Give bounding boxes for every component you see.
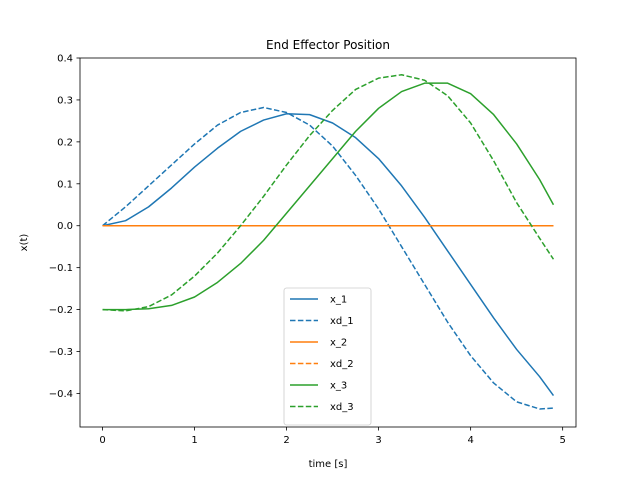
y-tick-label: 0.1 [57,179,73,190]
x-tick-label: 5 [559,435,565,446]
legend-box [283,287,372,426]
legend-label: xd_3 [330,402,354,413]
legend-label: x_3 [330,381,347,392]
y-tick-label: −0.2 [49,305,73,316]
y-tick-label: 0.3 [57,95,73,106]
x-tick-label: 1 [191,435,197,446]
x-axis-label: time [s] [309,459,348,470]
series-line-x-3 [102,82,555,311]
chart-title: End Effector Position [266,38,390,52]
y-tick-label: 0.2 [57,137,73,148]
series-line-xd-3 [102,74,555,312]
series-group [102,74,555,410]
legend-label: xd_1 [330,316,354,327]
y-tick-label: −0.3 [49,347,73,358]
legend: x_1 xd_1 x_2 xd_2 x_3 xd_3 [283,287,372,426]
plot-frame [79,57,577,428]
x-tick-label: 0 [99,435,105,446]
x-axis-ticks: 0 1 2 3 4 5 [99,427,566,446]
y-axis-label: x(t) [19,234,30,252]
x-tick-label: 2 [283,435,289,446]
y-tick-label: −0.4 [49,389,73,400]
y-tick-label: 0.0 [57,221,73,232]
y-tick-label: −0.1 [49,263,73,274]
x-tick-label: 4 [467,435,473,446]
y-tick-label: 0.4 [57,54,73,65]
y-axis-ticks: −0.4 −0.3 −0.2 −0.1 0.0 0.1 0.2 0.3 0.4 [49,54,80,400]
legend-label: x_2 [330,338,347,349]
legend-label: xd_2 [330,359,354,370]
series-line-x-1 [102,113,555,396]
x-tick-label: 3 [375,435,381,446]
legend-label: x_1 [330,295,347,306]
